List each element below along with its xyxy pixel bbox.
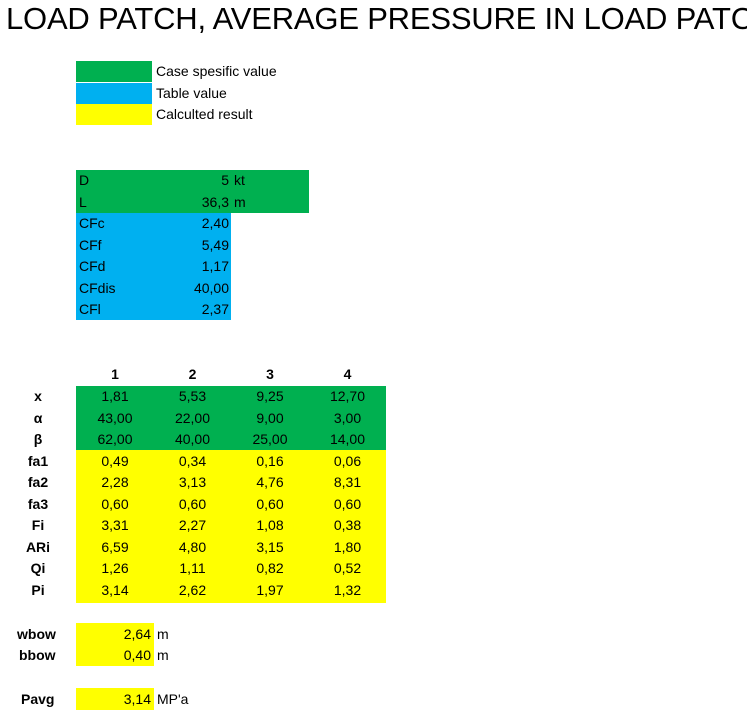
table-cell: 0,60 bbox=[101, 495, 129, 512]
row-label-qi: Qi bbox=[30, 560, 46, 576]
params-case-background bbox=[76, 170, 309, 213]
row-label-fa2: fa2 bbox=[27, 474, 49, 490]
row-label-fa3: fa3 bbox=[27, 495, 49, 512]
result-unit-bbow: m bbox=[157, 647, 169, 663]
param-value-cfl: 2,37 bbox=[201, 301, 229, 317]
column-header: 2 bbox=[188, 366, 197, 382]
table-cell: 3,14 bbox=[101, 581, 129, 598]
legend-swatch-case-specific bbox=[76, 61, 152, 82]
bow-results-background bbox=[76, 623, 154, 666]
table-cell: 0,60 bbox=[178, 495, 207, 512]
table-cell: 8,31 bbox=[333, 474, 362, 490]
table-cell: 0,06 bbox=[333, 452, 362, 469]
table-cell: 0,34 bbox=[178, 452, 207, 469]
legend-label-calculated-result: Calculted result bbox=[156, 106, 253, 122]
table-cell: 0,82 bbox=[256, 560, 284, 576]
row-label-pi: Pi bbox=[31, 581, 45, 598]
table-cell: 0,38 bbox=[333, 517, 362, 533]
table-cell: 2,62 bbox=[178, 581, 207, 598]
param-value-cfd: 1,17 bbox=[201, 258, 229, 274]
result-value-pavg: 3,14 bbox=[123, 690, 151, 707]
table-cell: 2,27 bbox=[178, 517, 207, 533]
row-label-ari: ARi bbox=[25, 538, 51, 555]
table-result-background bbox=[76, 450, 386, 603]
param-name-cfl: CFl bbox=[79, 301, 101, 317]
table-cell: 3,15 bbox=[256, 538, 284, 555]
table-cell: 6,59 bbox=[101, 538, 129, 555]
row-label-fi: Fi bbox=[31, 517, 45, 533]
param-name-cff: CFf bbox=[79, 236, 102, 253]
row-label-fa1: fa1 bbox=[27, 452, 49, 469]
result-label-pavg: Pavg bbox=[21, 690, 55, 707]
legend-label-case-specific: Case spesific value bbox=[156, 63, 277, 79]
table-cell: 14,00 bbox=[329, 431, 366, 447]
param-name-cfd: CFd bbox=[79, 258, 106, 274]
table-cell: 1,97 bbox=[256, 581, 284, 598]
column-header: 3 bbox=[266, 366, 274, 382]
table-cell: 1,11 bbox=[179, 560, 206, 576]
result-label-bbow: bbow bbox=[19, 647, 56, 663]
table-cell: 9,00 bbox=[256, 409, 284, 426]
param-name-d: D bbox=[79, 172, 90, 188]
table-cell: 22,00 bbox=[174, 409, 211, 426]
result-unit-pavg: MP'a bbox=[157, 690, 189, 707]
legend-label-table-value: Table value bbox=[156, 85, 227, 101]
param-value-l: 36,3 bbox=[201, 193, 229, 210]
table-cell: 1,08 bbox=[256, 517, 284, 533]
param-unit-d: kt bbox=[234, 172, 245, 188]
param-name-cfdis: CFdis bbox=[79, 279, 116, 296]
row-label-alpha: α bbox=[33, 409, 43, 426]
table-cell: 1,26 bbox=[101, 560, 129, 576]
result-value-wbow: 2,64 bbox=[123, 625, 151, 642]
table-cell: 4,80 bbox=[178, 538, 207, 555]
param-name-cfc: CFc bbox=[79, 215, 105, 231]
param-value-d: 5 bbox=[221, 172, 229, 188]
legend-swatch-table-value bbox=[76, 83, 152, 104]
page-title: LOAD PATCH, AVERAGE PRESSURE IN LOAD PAT… bbox=[6, 1, 747, 36]
table-cell: 0,60 bbox=[256, 495, 284, 512]
column-header: 1 bbox=[111, 366, 119, 382]
table-cell: 0,52 bbox=[333, 560, 362, 576]
table-cell: 0,16 bbox=[256, 452, 284, 469]
table-cell: 5,53 bbox=[178, 388, 207, 404]
result-unit-wbow: m bbox=[157, 625, 169, 642]
table-cell: 9,25 bbox=[256, 388, 284, 404]
table-cell: 0,60 bbox=[333, 495, 362, 512]
table-cell: 0,49 bbox=[101, 452, 129, 469]
table-input-background bbox=[76, 386, 386, 450]
param-value-cfc: 2,40 bbox=[201, 215, 229, 231]
row-label-beta: β bbox=[33, 431, 43, 447]
pavg-background bbox=[76, 688, 154, 710]
result-value-bbow: 0,40 bbox=[123, 647, 151, 663]
table-cell: 12,70 bbox=[329, 388, 366, 404]
table-cell: 2,28 bbox=[101, 474, 129, 490]
param-name-l: L bbox=[79, 193, 87, 210]
table-cell: 1,32 bbox=[333, 581, 362, 598]
table-cell: 3,00 bbox=[333, 409, 362, 426]
table-cell: 43,00 bbox=[97, 409, 133, 426]
result-label-wbow: wbow bbox=[17, 625, 56, 642]
table-cell: 3,31 bbox=[101, 517, 129, 533]
table-cell: 1,80 bbox=[333, 538, 362, 555]
table-cell: 4,76 bbox=[256, 474, 284, 490]
table-cell: 25,00 bbox=[252, 431, 288, 447]
table-cell: 40,00 bbox=[174, 431, 211, 447]
table-cell: 62,00 bbox=[97, 431, 133, 447]
table-cell: 1,81 bbox=[101, 388, 129, 404]
param-value-cff: 5,49 bbox=[201, 236, 229, 253]
column-header: 4 bbox=[343, 366, 352, 382]
table-cell: 3,13 bbox=[178, 474, 207, 490]
params-table-background bbox=[76, 213, 231, 320]
param-unit-l: m bbox=[234, 193, 246, 210]
row-label-x: x bbox=[34, 388, 42, 404]
param-value-cfdis: 40,00 bbox=[193, 279, 229, 296]
legend-swatch-calculated-result bbox=[76, 104, 152, 125]
